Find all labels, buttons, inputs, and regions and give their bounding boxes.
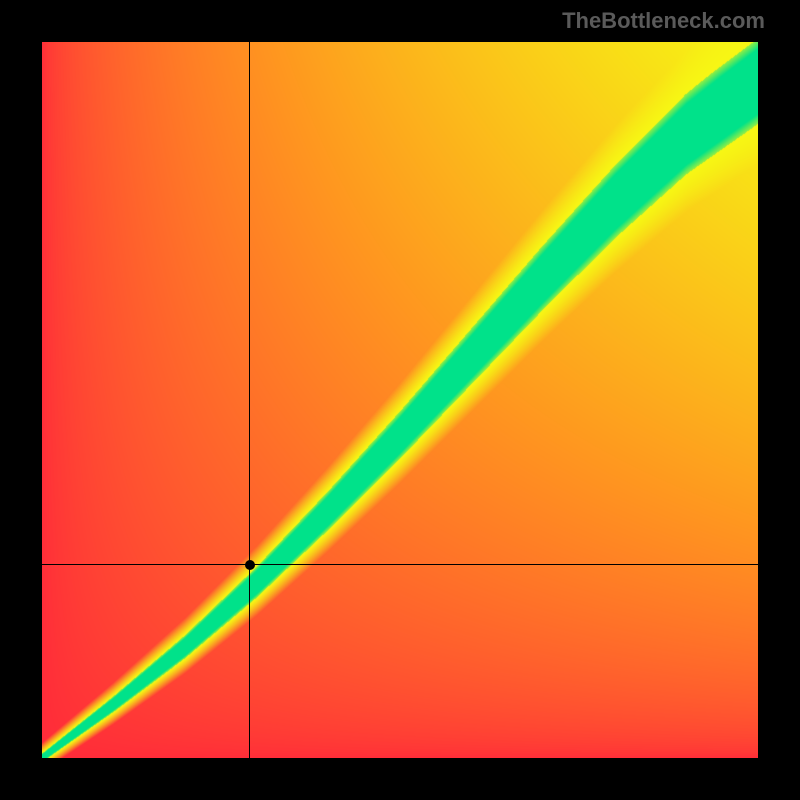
chart-container: TheBottleneck.com [0, 0, 800, 800]
crosshair-marker [245, 560, 255, 570]
crosshair-vertical [249, 42, 250, 758]
crosshair-horizontal [42, 564, 758, 565]
watermark-text: TheBottleneck.com [562, 8, 765, 34]
bottleneck-heatmap [42, 42, 758, 758]
